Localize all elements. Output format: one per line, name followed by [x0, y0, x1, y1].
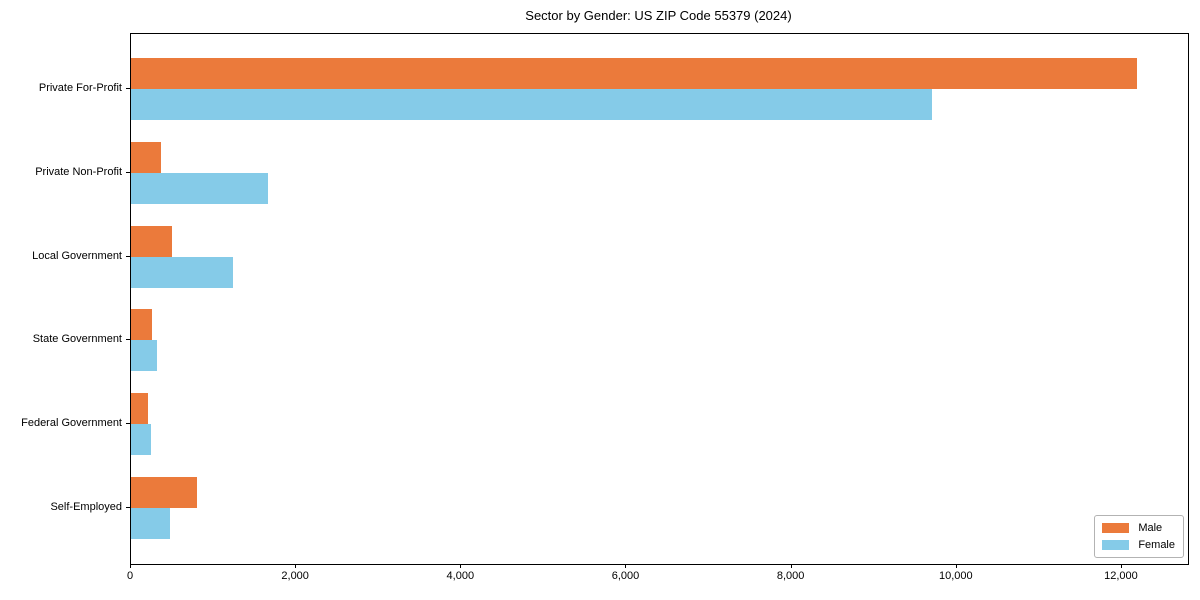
chart-title: Sector by Gender: US ZIP Code 55379 (202… [525, 8, 792, 23]
bar-male-local-government [131, 225, 173, 257]
x-tick-label-0: 0 [126, 570, 134, 582]
bar-female-federal-government [131, 424, 151, 455]
bar-female-private-for-profit [131, 89, 932, 120]
bar-female-private-non-profit [131, 172, 269, 204]
x-tick-6000 [625, 564, 627, 568]
x-tick-label-8000: 8,000 [776, 570, 805, 582]
legend: Male Female [1094, 515, 1184, 558]
x-tick-label-10000: 10,000 [938, 570, 973, 582]
bar-male-federal-government [131, 393, 148, 424]
y-tick-private-non-profit [126, 171, 130, 173]
x-tick-label-12000: 12,000 [1104, 570, 1138, 582]
bar-female-local-government [131, 256, 234, 288]
bar-female-state-government [131, 340, 157, 372]
y-tick-label-federal-government: Federal Government [21, 417, 122, 429]
x-tick-0 [130, 564, 131, 568]
legend-swatch-female [1102, 540, 1130, 550]
y-tick-federal-government [126, 423, 130, 424]
x-tick-label-2000: 2,000 [281, 570, 309, 582]
y-tick-state-government [126, 339, 130, 341]
bar-male-private-non-profit [131, 141, 161, 173]
bar-female-self-employed [131, 507, 170, 539]
x-tick-8000 [790, 564, 792, 568]
legend-swatch-male [1102, 523, 1130, 533]
bar-male-private-for-profit [131, 58, 1137, 89]
y-tick-local-government [126, 255, 130, 257]
bar-male-self-employed [131, 476, 198, 508]
y-tick-label-self-employed: Self-Employed [50, 500, 122, 513]
y-tick-label-local-government: Local Government [32, 249, 122, 262]
legend-item-female: Female [1102, 539, 1175, 551]
legend-label-male: Male [1138, 522, 1163, 534]
x-tick-label-4000: 4,000 [446, 570, 475, 582]
legend-item-male: Male [1102, 522, 1175, 534]
y-tick-private-for-profit [126, 88, 130, 89]
legend-label-female: Female [1138, 539, 1175, 551]
x-tick-12000 [1120, 564, 1122, 568]
x-tick-10000 [955, 564, 957, 568]
y-tick-self-employed [126, 506, 130, 508]
y-tick-label-private-for-profit: Private For-Profit [38, 82, 122, 94]
x-tick-4000 [460, 564, 462, 568]
bar-male-state-government [131, 309, 153, 341]
y-tick-label-private-non-profit: Private Non-Profit [35, 165, 122, 178]
y-tick-label-state-government: State Government [32, 333, 122, 346]
x-tick-2000 [295, 564, 297, 568]
x-tick-label-6000: 6,000 [611, 570, 640, 582]
plot-area: Male Female [130, 33, 1189, 565]
